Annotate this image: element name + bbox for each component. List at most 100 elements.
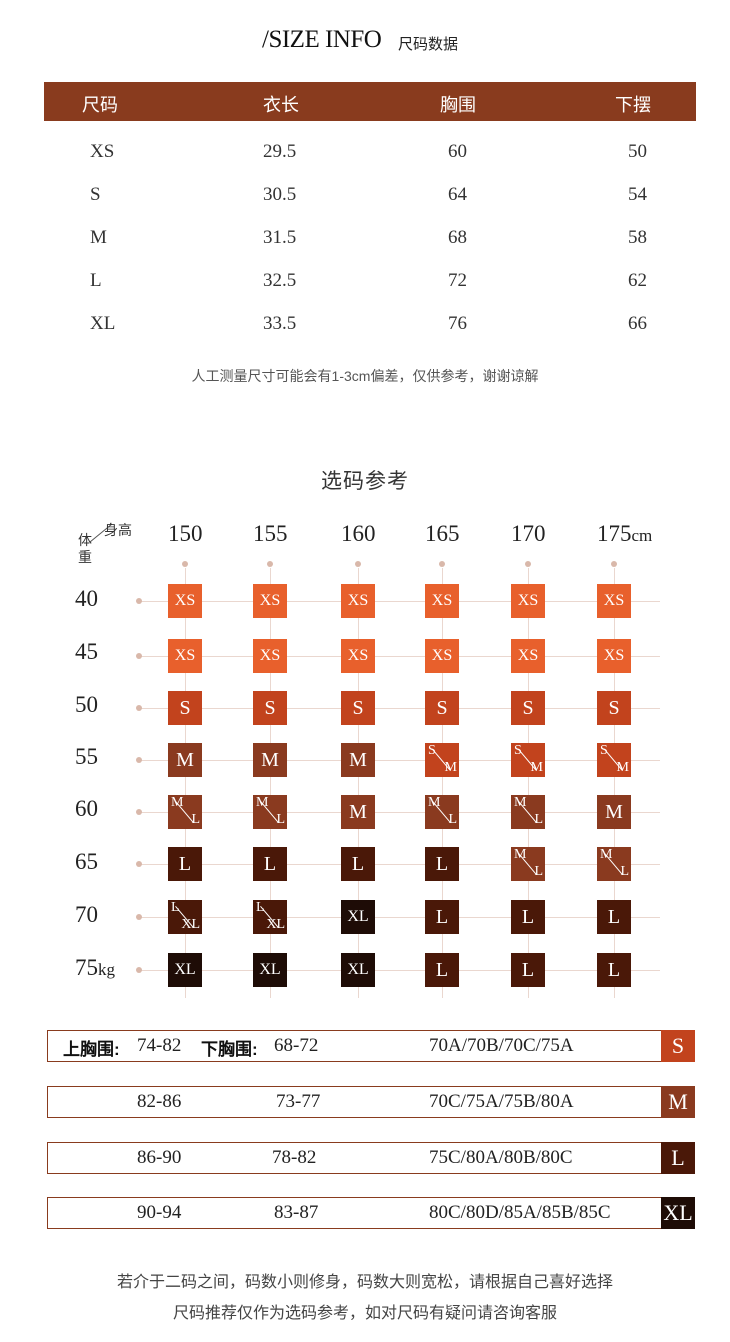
size-cell: S [90, 184, 101, 205]
size-tag: XL [661, 1197, 695, 1229]
upper-bust-range: 90-94 [137, 1202, 182, 1223]
weight-dot [136, 809, 142, 815]
weight-value: 75kg [75, 955, 115, 981]
grid-row-line [138, 864, 660, 865]
weight-dot [136, 967, 142, 973]
upper-bust-label: 上胸围: [63, 1040, 120, 1059]
size-cell-lower: M [444, 760, 457, 775]
size-cell-upper: S [600, 743, 608, 759]
corner-diagonal [89, 523, 113, 543]
size-cell: L [511, 953, 545, 987]
lower-bust-label: 下胸围: [201, 1040, 258, 1059]
size-cell-dual: LXL [253, 900, 287, 934]
bra-row: 上胸围: 74-82 下胸围: 68-72 70A/70B/70C/75A S [47, 1030, 695, 1062]
size-cell-dual: ML [511, 795, 545, 829]
size-cell: M [341, 743, 375, 777]
lower-bust-range: 68-72 [274, 1035, 319, 1056]
height-value: 165 [425, 521, 460, 546]
bust-cell: 68 [448, 227, 467, 248]
lower-bust-range: 78-82 [272, 1147, 317, 1168]
upper-bust-range: 74-82 [137, 1035, 182, 1056]
size-cell: S [168, 691, 202, 725]
size-cell: L [511, 900, 545, 934]
size-cell: XS [90, 141, 115, 162]
grid-col-line [613, 568, 615, 998]
size-cell: XS [597, 584, 631, 618]
size-cell: XS [425, 584, 459, 618]
length-cell: 31.5 [263, 227, 297, 248]
size-cell: XL [168, 953, 202, 987]
lower-bust-range: 83-87 [274, 1202, 319, 1223]
footer-tip: 若介于二码之间，码数小则修身，码数大则宽松，请根据自己喜好选择 [116, 1274, 613, 1291]
weight-axis-label: 体重 [78, 532, 92, 565]
size-cell: M [90, 227, 107, 248]
size-cell: L [425, 953, 459, 987]
grid-row-line [138, 812, 660, 813]
size-cell-lower: L [276, 812, 285, 827]
size-cell-lower: L [620, 864, 629, 879]
weight-dot [136, 598, 142, 604]
footer-disclaimer: 尺码推荐仅作为选码参考，如对尺码有疑问请咨询客服 [172, 1305, 557, 1322]
size-cell-dual: ML [597, 847, 631, 881]
grid-col-line [527, 568, 529, 998]
size-cell: S [425, 691, 459, 725]
size-cell-dual: SM [511, 743, 545, 777]
hem-cell: 58 [628, 227, 647, 248]
size-cell: XL [90, 313, 116, 334]
height-dot [267, 561, 273, 567]
size-cell: XS [253, 639, 287, 673]
height-axis-label: 身高 [104, 522, 132, 538]
size-cell-dual: SM [425, 743, 459, 777]
size-cell-dual: LXL [168, 900, 202, 934]
weight-dot [136, 757, 142, 763]
grid-row-line [138, 656, 660, 657]
table-row: L 32.5 72 62 [0, 270, 730, 300]
height-unit: cm [631, 526, 653, 545]
size-tag: L [661, 1142, 695, 1174]
hem-cell: 50 [628, 141, 647, 162]
size-cell-dual: ML [511, 847, 545, 881]
height-dot [439, 561, 445, 567]
height-value: 175cm [597, 521, 652, 547]
size-cell: L [90, 270, 102, 291]
bra-row: 82-86 73-77 70C/75A/75B/80A M [47, 1086, 695, 1118]
size-cell-dual: ML [168, 795, 202, 829]
cup-sizes: 70C/75A/75B/80A [429, 1091, 574, 1112]
size-cell: XS [425, 639, 459, 673]
size-cell: XS [341, 639, 375, 673]
size-cell: XL [253, 953, 287, 987]
weight-value: 65 [75, 849, 98, 874]
size-cell: L [253, 847, 287, 881]
grid-row-line [138, 760, 660, 761]
size-cell: XS [253, 584, 287, 618]
upper-bust-range: 86-90 [137, 1147, 182, 1168]
table-row: S 30.5 64 54 [0, 184, 730, 214]
height-dot [182, 561, 188, 567]
bust-cell: 72 [448, 270, 467, 291]
size-cell: L [597, 953, 631, 987]
size-cell: L [597, 900, 631, 934]
grid-col-line [184, 568, 186, 998]
height-value: 155 [253, 521, 288, 546]
bra-row: 86-90 78-82 75C/80A/80B/80C L [47, 1142, 695, 1174]
size-cell: M [168, 743, 202, 777]
hem-cell: 66 [628, 313, 647, 334]
size-cell-dual: ML [253, 795, 287, 829]
header-hem: 下摆 [615, 95, 651, 115]
height-dot [355, 561, 361, 567]
size-cell: L [168, 847, 202, 881]
size-cell-lower: XL [181, 917, 200, 932]
size-cell-lower: XL [266, 917, 285, 932]
grid-col-line [357, 568, 359, 998]
hem-cell: 54 [628, 184, 647, 205]
page-title-cn: 尺码数据 [398, 36, 459, 53]
section-title: 选码参考 [321, 470, 409, 493]
height-value: 160 [341, 521, 376, 546]
bra-row: 90-94 83-87 80C/80D/85A/85B/85C XL [47, 1197, 695, 1229]
size-cell: M [341, 795, 375, 829]
grid-col-line [441, 568, 443, 998]
measurement-note: 人工测量尺寸可能会有1-3cm偏差，仅供参考，谢谢谅解 [191, 368, 539, 384]
size-cell: XL [341, 953, 375, 987]
weight-value: 45 [75, 639, 98, 664]
header-bust: 胸围 [440, 95, 476, 115]
